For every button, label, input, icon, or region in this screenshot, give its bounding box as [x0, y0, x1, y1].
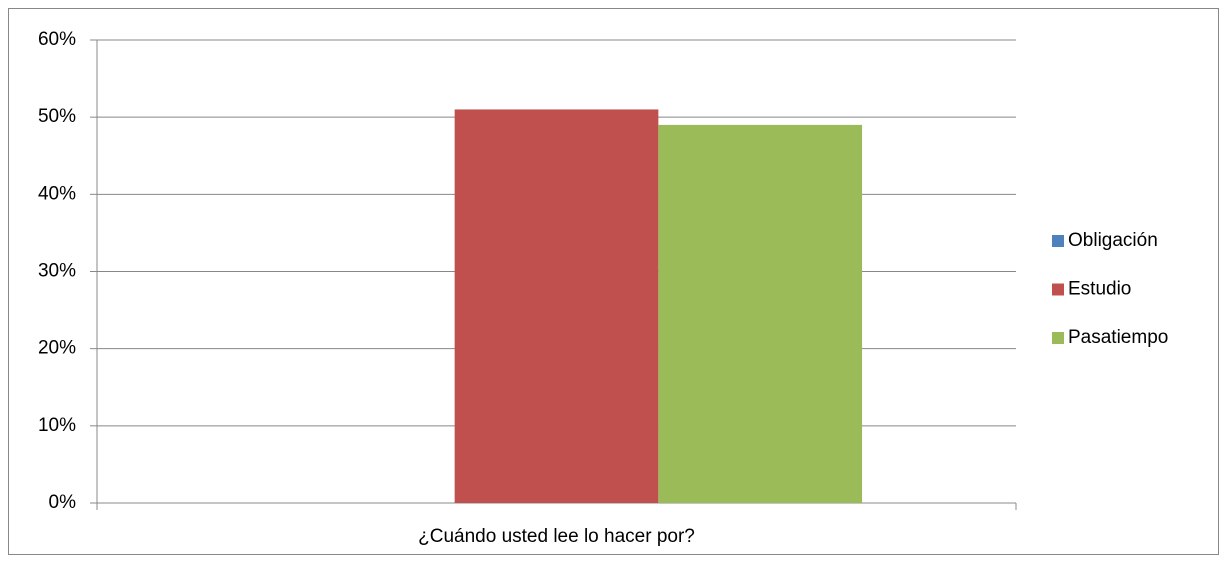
y-tick-label: 20%	[38, 338, 76, 359]
legend-label: Obligación	[1068, 230, 1158, 251]
y-tick-label: 10%	[38, 415, 76, 436]
legend-label: Pasatiempo	[1068, 327, 1168, 348]
y-tick-label: 60%	[38, 29, 76, 50]
bar	[454, 109, 659, 503]
legend-label: Estudio	[1068, 279, 1131, 300]
legend-swatch	[1052, 235, 1064, 247]
y-tick-label: 30%	[38, 261, 76, 282]
legend-swatch	[1052, 283, 1064, 296]
y-tick-label: 50%	[38, 106, 76, 127]
y-tick-label: 0%	[49, 492, 77, 513]
y-tick-label: 40%	[38, 183, 76, 204]
x-tick-label: ¿Cuándo usted lee lo hacer por?	[418, 526, 695, 547]
bar	[658, 124, 863, 503]
legend-swatch	[1052, 332, 1064, 344]
